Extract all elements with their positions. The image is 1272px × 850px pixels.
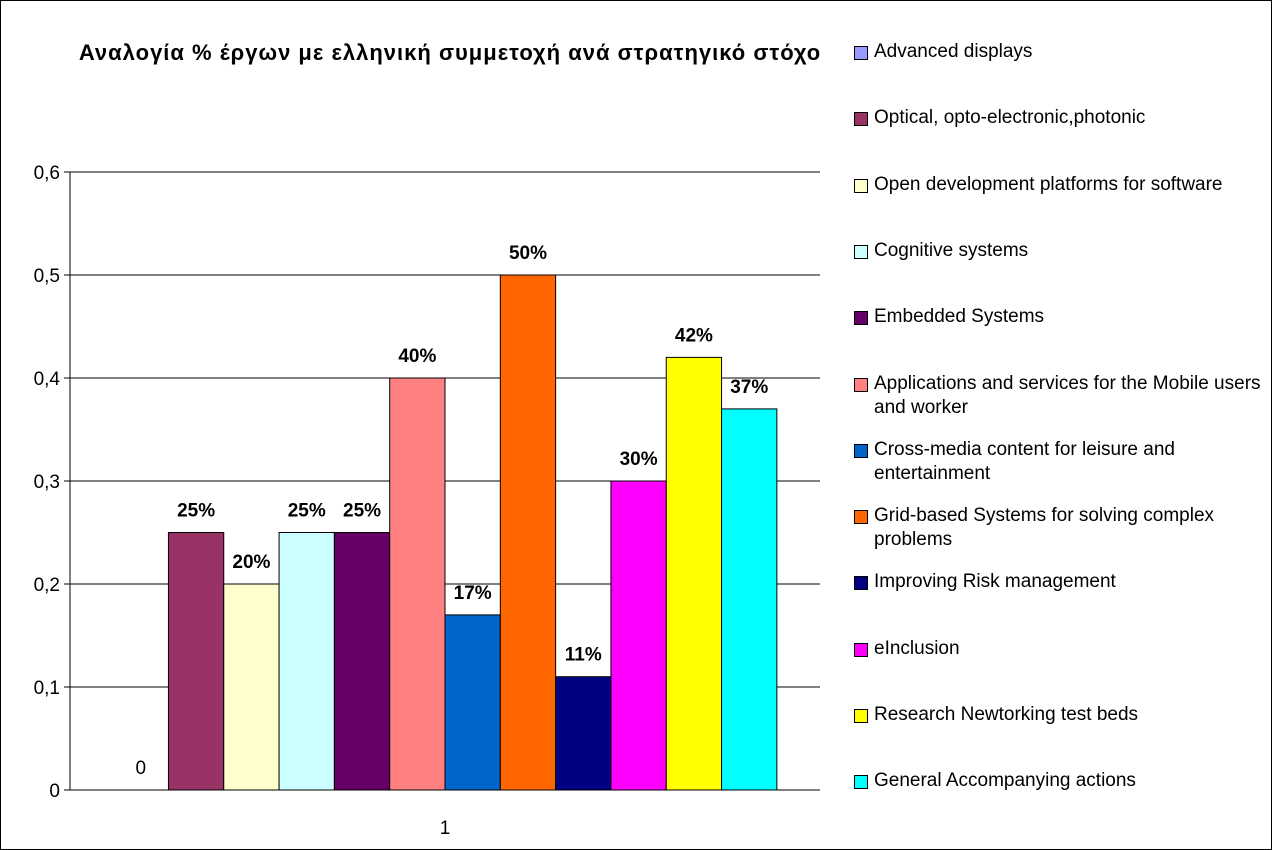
legend-item: Embedded Systems [854, 305, 1270, 329]
x-tick-label: 1 [440, 818, 451, 839]
value-label: 25% [177, 501, 215, 522]
y-tick-label: 0,6 [34, 163, 60, 184]
legend-swatch [854, 642, 868, 657]
bar [499, 274, 557, 791]
legend-item: Open development platforms for software [854, 173, 1270, 197]
legend-swatch [854, 576, 868, 591]
value-label: 17% [454, 583, 492, 604]
bar [389, 377, 446, 791]
legend-item: Improving Risk management [854, 570, 1270, 594]
legend-label: Open development platforms for software [874, 173, 1223, 195]
bar [665, 356, 723, 791]
legend-swatch [854, 443, 868, 458]
legend-label: Applications and services for the Mobile… [874, 372, 1261, 418]
legend-label: Grid-based Systems for solving complex p… [874, 505, 1215, 551]
legend-label: Embedded Systems [874, 306, 1045, 328]
bar [223, 583, 280, 791]
y-tick-label: 0 [49, 781, 60, 802]
y-tick-label: 0,5 [34, 266, 60, 287]
legend-label: Cross-media content for leisure and ente… [874, 438, 1175, 484]
legend-item: eInclusion [854, 637, 1270, 661]
bar [444, 614, 501, 791]
legend-swatch [854, 709, 868, 723]
value-label: 25% [288, 501, 326, 522]
y-tick-label: 0,4 [34, 369, 61, 390]
value-label: 30% [620, 449, 658, 470]
legend-item: Research Newtorking test beds [854, 703, 1270, 727]
value-label: 40% [398, 346, 436, 367]
value-label: 11% [565, 645, 602, 666]
legend-swatch [854, 510, 868, 525]
legend-swatch [854, 178, 868, 193]
value-label: 20% [232, 552, 270, 573]
value-label: 50% [509, 243, 547, 264]
value-label: 0 [135, 758, 146, 779]
y-tick-label: 0,3 [34, 472, 60, 493]
legend-item: General Accompanying actions [854, 769, 1270, 793]
value-label: 25% [343, 501, 381, 522]
legend-item: Applications and services for the Mobile… [854, 372, 1270, 420]
legend-label: General Accompanying actions [874, 770, 1136, 792]
bar [278, 532, 335, 791]
y-tick-label: 0,2 [34, 575, 60, 596]
legend-swatch [854, 377, 868, 392]
legend-label: Research Newtorking test beds [874, 704, 1139, 725]
bar [721, 408, 778, 791]
legend-swatch [854, 311, 868, 326]
value-label: 42% [675, 325, 713, 346]
legend-label: eInclusion [874, 637, 960, 659]
legend-label: Advanced displays [874, 41, 1033, 62]
y-tick-label: 0,1 [34, 678, 60, 699]
bar [333, 532, 391, 791]
legend-item: Cognitive systems [854, 239, 1270, 263]
legend-swatch [854, 244, 868, 259]
bar [610, 480, 667, 791]
legend-item: Grid-based Systems for solving complex p… [854, 504, 1270, 552]
legend-label: Improving Risk management [874, 571, 1116, 593]
bar [555, 676, 612, 791]
legend-item: Advanced displays [854, 40, 1270, 64]
value-label: 37% [730, 377, 768, 398]
chart-title: Αναλογία % έργων με ελληνική συμμετοχή α… [78, 40, 822, 65]
legend-label: Cognitive systems [874, 239, 1029, 261]
bar [167, 532, 225, 791]
legend-item: Cross-media content for leisure and ente… [854, 438, 1270, 486]
legend-label: Optical, opto-electronic,photonic [874, 107, 1146, 129]
legend-swatch [854, 775, 868, 790]
legend-swatch [854, 112, 868, 127]
legend-swatch [854, 46, 868, 60]
legend-item: Optical, opto-electronic,photonic [854, 106, 1270, 130]
